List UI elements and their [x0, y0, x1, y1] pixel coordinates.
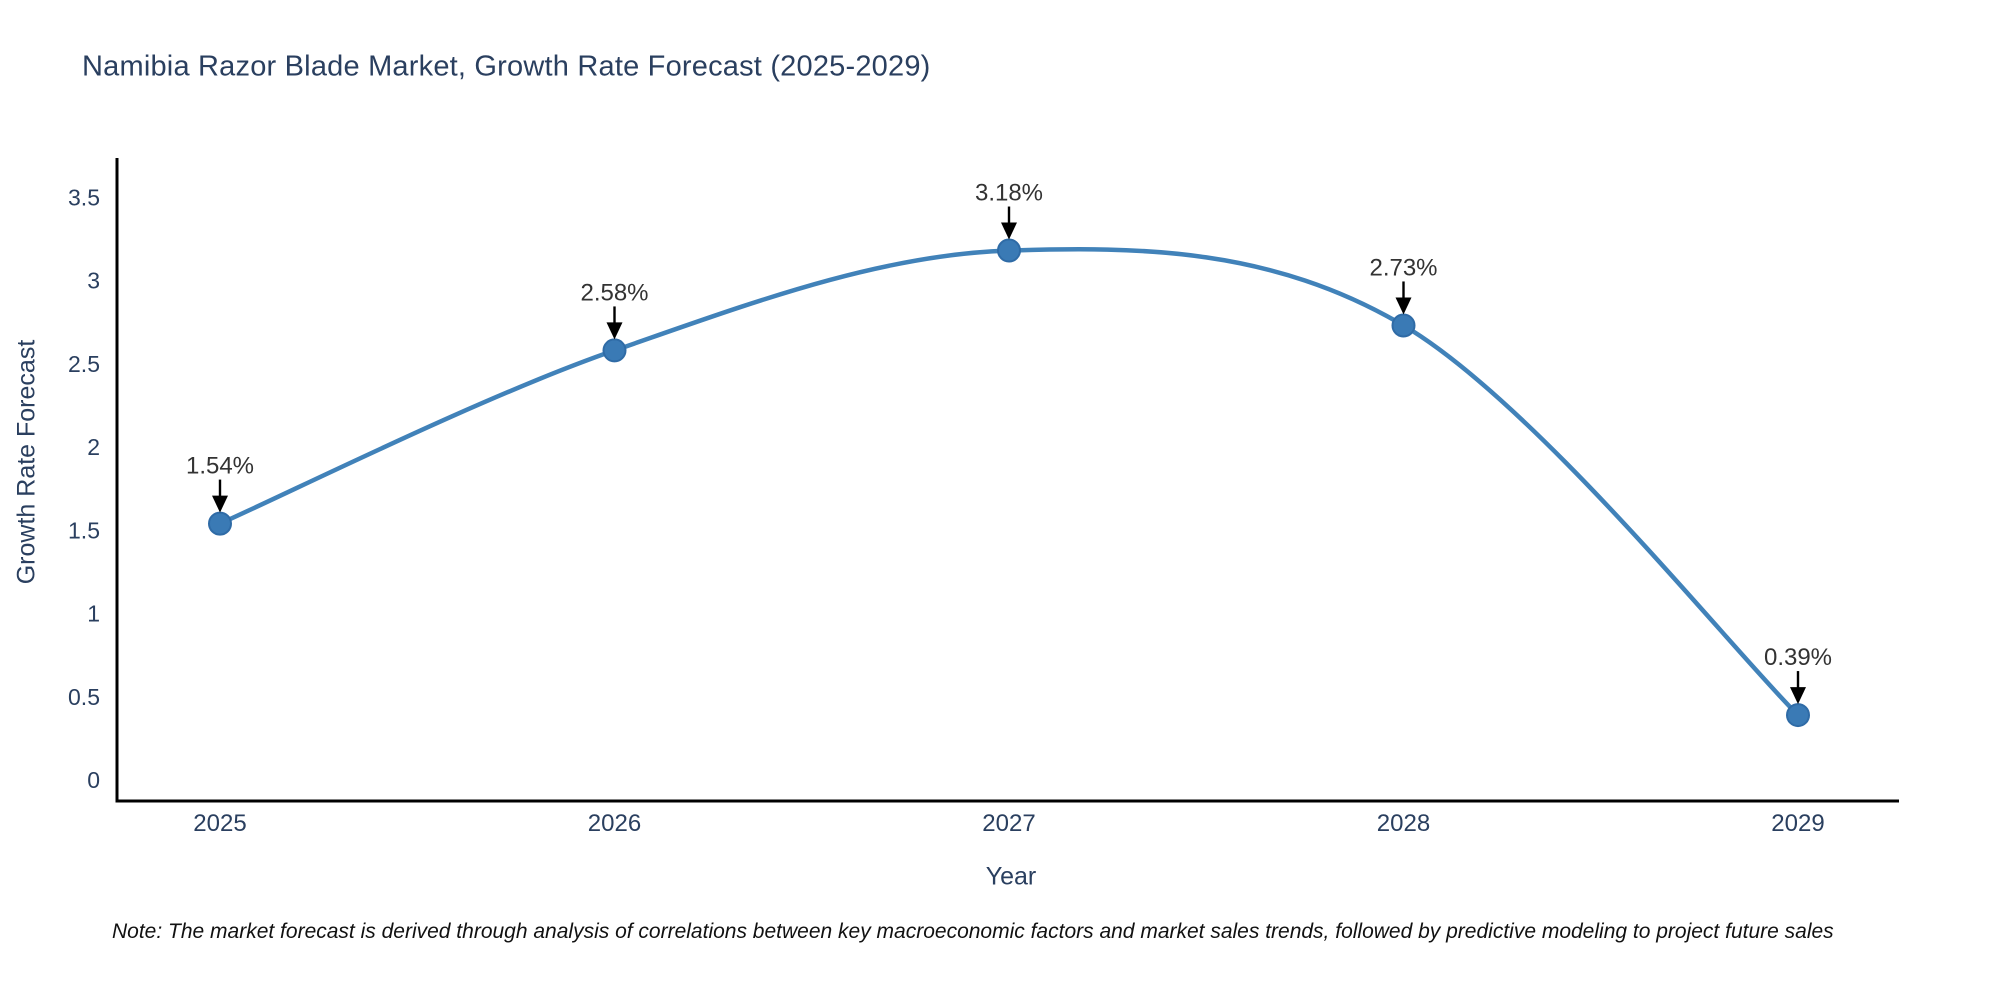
data-point-marker-2026 — [602, 338, 627, 363]
y-tick-label: 2 — [87, 434, 100, 460]
annotation-label-2025: 1.54% — [186, 453, 254, 480]
annotation-arrow-head-2025 — [212, 495, 228, 513]
footnote: Note: The market forecast is derived thr… — [112, 920, 1834, 943]
y-tick-label: 3.5 — [68, 184, 100, 210]
x-axis-title: Year — [985, 862, 1037, 891]
annotation-arrow-head-2027 — [1001, 222, 1017, 240]
annotation-label-2027: 3.18% — [975, 180, 1043, 207]
y-tick-label: 2.5 — [68, 351, 100, 377]
point-annotations: 1.54% 2.58% 3.18% 2.73% 0.39% — [186, 180, 1832, 705]
x-tick-label: 2027 — [982, 810, 1035, 837]
annotation-arrow-head-2028 — [1395, 297, 1412, 315]
data-point-marker-2025 — [208, 511, 232, 536]
data-point-marker-2028 — [1391, 313, 1416, 338]
annotation-arrow-head-2026 — [606, 322, 623, 340]
y-tick-label: 1 — [87, 601, 100, 627]
x-tick-label: 2029 — [1771, 810, 1824, 837]
y-tick-label: 3 — [87, 268, 100, 294]
annotation-arrow-head-2029 — [1790, 687, 1806, 705]
annotation-label-2028: 2.73% — [1369, 254, 1437, 281]
y-tick-label: 1.5 — [68, 517, 100, 543]
annotation-label-2029: 0.39% — [1764, 644, 1832, 671]
x-tick-label: 2026 — [588, 810, 641, 837]
y-tick-label: 0 — [87, 767, 100, 793]
y-tick-labels: 0 0.5 1 1.5 2 2.5 3 3.5 — [68, 184, 100, 793]
line-series — [208, 238, 1810, 728]
annotation-label-2026: 2.58% — [580, 279, 648, 306]
x-tick-label: 2028 — [1377, 810, 1430, 837]
forecast-line — [217, 247, 1801, 718]
data-point-marker-2029 — [1786, 703, 1810, 728]
axis-spines — [115, 158, 1899, 803]
x-tick-labels: 2025 2026 2027 2028 2029 — [193, 810, 1824, 837]
data-point-marker-2027 — [997, 238, 1021, 263]
chart-title: Namibia Razor Blade Market, Growth Rate … — [82, 50, 931, 83]
y-tick-label: 0.5 — [68, 684, 100, 710]
x-tick-label: 2025 — [193, 810, 246, 837]
